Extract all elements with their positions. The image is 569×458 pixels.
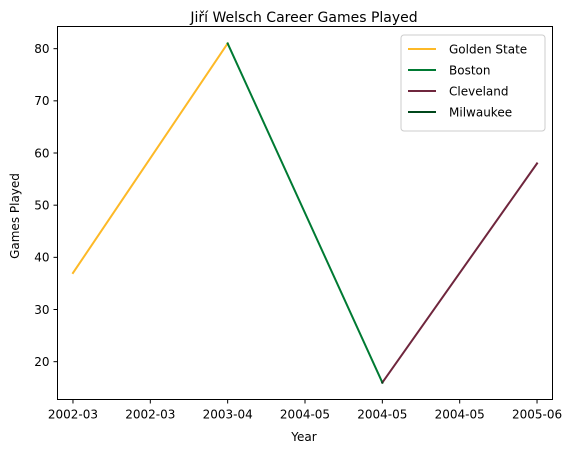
- y-tick-label: 50: [34, 198, 49, 212]
- legend: Golden State Boston Cleveland Milwaukee: [400, 34, 546, 132]
- legend-label: Golden State: [449, 43, 527, 57]
- y-tick-label: 30: [34, 303, 49, 317]
- plot-frame: [57, 26, 553, 400]
- y-tick-label: 70: [34, 94, 49, 108]
- x-tick-label: 2002-03: [125, 408, 175, 422]
- legend-label: Milwaukee: [449, 106, 512, 120]
- x-tick-label: 2003-04: [203, 408, 253, 422]
- y-axis-ticks: 20 30 40 50 60 70 80: [34, 42, 58, 369]
- y-tick-label: 80: [34, 42, 49, 56]
- x-tick-label: 2004-05: [280, 408, 330, 422]
- x-axis-label: Year: [290, 430, 316, 444]
- y-tick-label: 20: [34, 355, 49, 369]
- legend-label: Cleveland: [449, 85, 509, 99]
- x-axis-ticks: 2002-03 2002-03 2003-04 2004-05 2004-05 2004-…: [48, 399, 562, 422]
- legend-label: Boston: [449, 64, 490, 78]
- y-tick-label: 60: [34, 146, 49, 160]
- legend-box: [400, 34, 546, 132]
- series-line-1: [71, 42, 230, 275]
- y-axis-label: Games Played: [8, 173, 22, 259]
- y-tick-label: 40: [34, 251, 49, 265]
- x-tick-label: 2002-03: [48, 408, 98, 422]
- chart-title: Jiří Welsch Career Games Played: [189, 10, 417, 26]
- series-line-3: [380, 162, 539, 384]
- x-tick-label: 2004-05: [357, 408, 407, 422]
- series-line-2: [226, 42, 384, 384]
- x-tick-label: 2004-05: [435, 408, 485, 422]
- plot-lines: [71, 42, 539, 384]
- x-tick-label: 2005-06: [512, 408, 562, 422]
